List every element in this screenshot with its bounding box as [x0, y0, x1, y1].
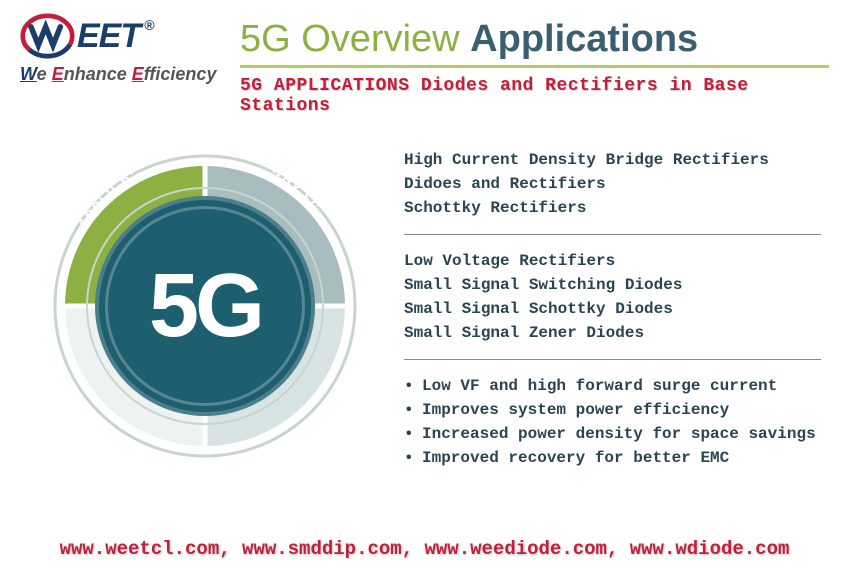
circle-diagram: APPLICATIONS WHY 5G 5G [30, 126, 380, 486]
logo: EET® [20, 12, 240, 60]
subtitle: 5G APPLICATIONS Diodes and Rectifiers in… [240, 76, 829, 116]
logo-mark-icon [20, 12, 75, 60]
bullet-item: Increased power density for space saving… [404, 422, 829, 446]
divider [404, 359, 821, 360]
bullet-item: Improved recovery for better EMC [404, 446, 829, 470]
bullet-item: Low VF and high forward surge current [404, 374, 829, 398]
list-item: Low Voltage Rectifiers [404, 249, 829, 273]
list-item: Small Signal Switching Diodes [404, 273, 829, 297]
content: APPLICATIONS WHY 5G 5G High Current Dens… [0, 116, 849, 486]
list-item: Small Signal Zener Diodes [404, 321, 829, 345]
divider [404, 234, 821, 235]
title-underline [240, 65, 829, 68]
list-item: Didoes and Rectifiers [404, 172, 829, 196]
center-text: 5G [149, 255, 261, 358]
registered-icon: ® [144, 17, 153, 33]
tagline: We Enhance Efficiency [20, 64, 240, 85]
list-item: Small Signal Schottky Diodes [404, 297, 829, 321]
list-block-1: High Current Density Bridge Rectifiers D… [404, 148, 829, 220]
title-area: 5G Overview Applications 5G APPLICATIONS… [240, 12, 829, 116]
bullet-item: Improves system power efficiency [404, 398, 829, 422]
lists: High Current Density Bridge Rectifiers D… [380, 126, 829, 486]
header: EET® We Enhance Efficiency 5G Overview A… [0, 0, 849, 116]
logo-text: EET® [77, 17, 153, 56]
list-block-2: Low Voltage Rectifiers Small Signal Swit… [404, 249, 829, 345]
center-circle: 5G [95, 196, 315, 416]
bullet-list: Low VF and high forward surge current Im… [404, 374, 829, 470]
list-item: High Current Density Bridge Rectifiers [404, 148, 829, 172]
logo-area: EET® We Enhance Efficiency [20, 12, 240, 85]
list-item: Schottky Rectifiers [404, 196, 829, 220]
footer-urls: www.weetcl.com, www.smddip.com, www.weed… [0, 538, 849, 560]
main-title: 5G Overview Applications [240, 18, 829, 61]
